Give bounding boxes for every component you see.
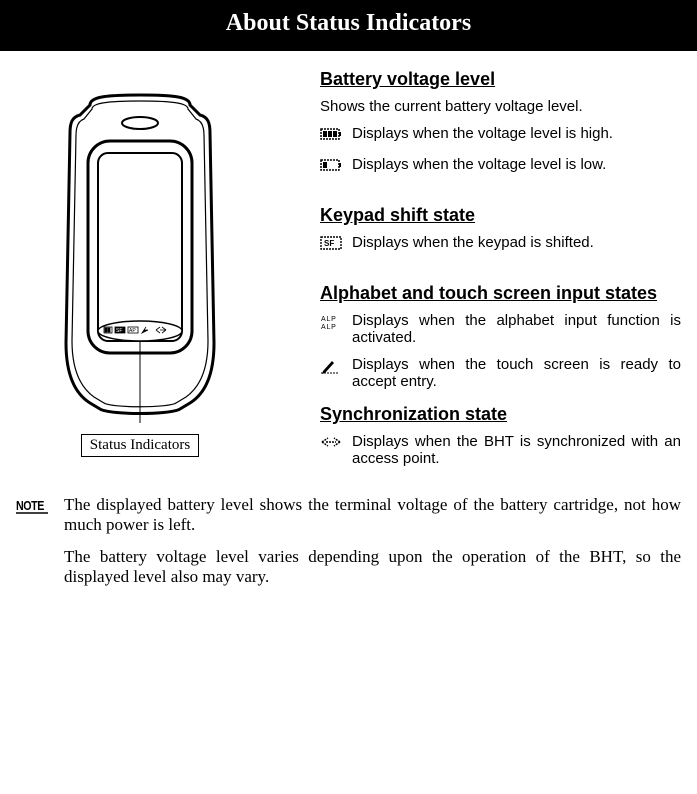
battery-high-row: Displays when the voltage level is high. [320,125,681,146]
battery-low-text: Displays when the voltage level is low. [352,156,606,173]
note-icon: NOTE [16,495,64,599]
sync-text: Displays when the BHT is synchronized wi… [352,433,681,467]
descriptions-column: Battery voltage level Shows the current … [310,69,681,477]
main-content: SF AP Status Indicators Battery voltage … [0,51,697,477]
battery-intro: Shows the current battery voltage level. [320,98,681,115]
alp-icon: ALP ALP [320,312,352,335]
sync-row: Displays when the BHT is synchronized wi… [320,433,681,467]
keypad-shift-text: Displays when the keypad is shifted. [352,234,594,251]
heading-sync: Synchronization state [320,404,681,425]
svg-text:SF: SF [324,239,334,248]
svg-text:ALP: ALP [321,324,337,330]
note-p1: The displayed battery level shows the te… [64,495,681,535]
pen-icon [320,356,352,379]
page-title: About Status Indicators [226,10,471,36]
note-block: NOTE The displayed battery level shows t… [0,477,697,599]
svg-text:AP: AP [129,328,136,334]
battery-low-icon [320,156,352,177]
svg-text:NOTE: NOTE [16,498,44,513]
note-p2: The battery voltage level varies dependi… [64,547,681,587]
touch-text: Displays when the touch screen is ready … [352,356,681,390]
heading-keypad: Keypad shift state [320,205,681,226]
status-indicators-callout: Status Indicators [81,434,199,457]
page-header: About Status Indicators [0,0,697,51]
battery-low-row: Displays when the voltage level is low. [320,156,681,177]
shift-icon: SF [320,234,352,255]
touch-row: Displays when the touch screen is ready … [320,356,681,390]
battery-high-text: Displays when the voltage level is high. [352,125,613,142]
heading-battery: Battery voltage level [320,69,681,90]
svg-text:ALP: ALP [321,316,337,323]
sync-icon [320,433,352,454]
alpha-text: Displays when the alphabet input functio… [352,312,681,346]
keypad-shift-row: SF Displays when the keypad is shifted. [320,234,681,255]
device-illustration: SF AP Status Indicators [30,93,310,457]
alpha-row: ALP ALP Displays when the alphabet input… [320,312,681,346]
svg-text:SF: SF [116,328,122,334]
heading-alpha: Alphabet and touch screen input states [320,283,681,304]
device-column: SF AP Status Indicators [30,69,310,477]
note-body: The displayed battery level shows the te… [64,495,681,599]
battery-full-icon [320,125,352,146]
